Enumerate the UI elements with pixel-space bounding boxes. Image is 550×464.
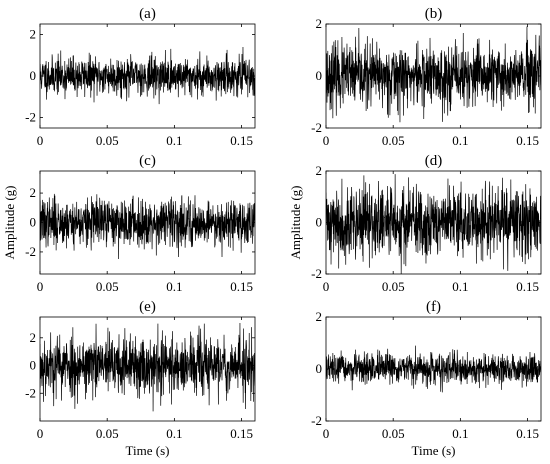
y-tick-label: 0 — [30, 68, 37, 83]
y-tick-label: 0 — [30, 215, 37, 230]
y-tick-label: 2 — [30, 330, 37, 345]
y-tick-label: 2 — [316, 309, 323, 324]
x-tick-label: 0.1 — [166, 279, 182, 294]
y-tick-label: 2 — [316, 163, 323, 178]
panel-title: (a) — [139, 6, 156, 22]
x-tick-label: 0.1 — [452, 426, 468, 441]
x-tick-label: 0.15 — [516, 279, 539, 294]
panel-e: 0 0.05 0.1 0.15 -2 0 2 (e) Time (s) — [25, 299, 256, 458]
y-tick-label: 2 — [30, 26, 37, 41]
y-tick-label: 2 — [30, 185, 37, 200]
x-tick-label: 0 — [323, 279, 330, 294]
signal-trace — [326, 26, 541, 123]
panel-b: 0 0.05 0.1 0.15-202(b) — [311, 6, 542, 148]
x-tick-label: 0.15 — [230, 133, 253, 148]
y-axis-label: Amplitude (g) — [2, 185, 17, 259]
y-tick-label: -2 — [311, 120, 322, 135]
panel-title: (f) — [426, 299, 441, 315]
signal-trace — [326, 174, 541, 274]
panel-title: (d) — [425, 153, 443, 169]
y-tick-label: 0 — [316, 215, 323, 230]
signal-trace — [40, 323, 255, 412]
panel-f: 0 0.05 0.1 0.15-202(f)Time (s) — [311, 299, 542, 458]
x-tick-label: 0.15 — [230, 279, 253, 294]
y-tick-label: -2 — [25, 110, 36, 125]
x-tick-label: 0.1 — [166, 133, 182, 148]
x-tick-label: 0.05 — [382, 426, 405, 441]
x-tick-label: 0.15 — [516, 133, 539, 148]
panel-title: (e) — [139, 299, 156, 315]
x-tick-label: 0 — [37, 426, 44, 441]
signal-trace — [326, 345, 541, 393]
y-tick-label: 2 — [316, 16, 323, 31]
y-tick-label: -2 — [311, 413, 322, 428]
signal-trace — [40, 47, 255, 105]
panel-c: 0 0.05 0.1 0.15 -2 0 2 (c) Amplitude (g) — [2, 153, 256, 294]
x-tick-label: 0.15 — [516, 426, 539, 441]
y-tick-label: 0 — [316, 68, 323, 83]
axes-frame — [39, 316, 256, 422]
panel-title: (c) — [139, 153, 156, 169]
y-tick-label: -2 — [311, 266, 322, 281]
x-tick-label: 0.1 — [452, 133, 468, 148]
x-tick-label: 0 — [323, 426, 330, 441]
x-tick-label: 0.05 — [382, 133, 405, 148]
x-axis-label: Time (s) — [126, 443, 170, 458]
x-tick-label: 0.1 — [452, 279, 468, 294]
y-tick-label: 0 — [30, 358, 37, 373]
x-tick-label: 0.05 — [96, 426, 119, 441]
y-axis-label: Amplitude (g) — [288, 185, 303, 259]
y-tick-label: 0 — [316, 361, 323, 376]
x-tick-label: 0 — [37, 279, 44, 294]
x-tick-label: 0.05 — [96, 279, 119, 294]
signal-trace — [40, 193, 255, 260]
y-tick-label: -2 — [25, 385, 36, 400]
panel-title: (b) — [425, 6, 443, 22]
panel-a: 0 0.05 0.1 0.15-202(a) — [25, 6, 256, 148]
x-axis-label: Time (s) — [412, 443, 456, 458]
panel-d: 0 0.05 0.1 0.15-202(d)Amplitude (g) — [288, 153, 542, 294]
x-tick-label: 0 — [323, 133, 330, 148]
x-tick-label: 0.05 — [382, 279, 405, 294]
y-tick-label: -2 — [25, 244, 36, 259]
x-tick-label: 0.05 — [96, 133, 119, 148]
x-tick-label: 0.15 — [230, 426, 253, 441]
x-tick-label: 0.1 — [166, 426, 182, 441]
x-tick-label: 0 — [37, 133, 44, 148]
